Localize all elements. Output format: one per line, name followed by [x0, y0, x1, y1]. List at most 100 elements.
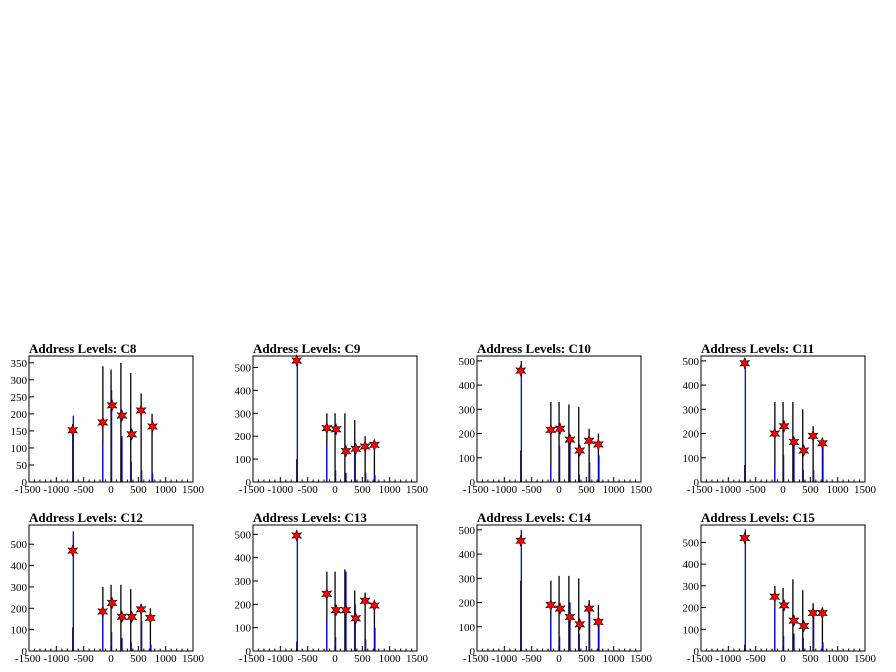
y-tick-label: 200	[11, 409, 28, 421]
bar	[793, 438, 795, 482]
bar	[558, 445, 561, 482]
x-tick-label: 0	[108, 653, 114, 665]
bar	[550, 467, 552, 482]
x-tick-label: -500	[522, 653, 543, 665]
bar	[520, 360, 522, 482]
bar	[782, 635, 785, 651]
y-tick-label: 100	[459, 453, 476, 465]
x-tick-label: 1500	[182, 653, 205, 665]
x-tick-label: -1500	[15, 653, 41, 665]
bar	[141, 621, 143, 651]
y-tick-label: 0	[694, 646, 700, 658]
y-tick-label: 500	[459, 356, 476, 368]
peak-marker	[592, 615, 604, 629]
y-tick-label: 500	[683, 356, 700, 368]
x-tick-label: 0	[332, 484, 338, 496]
x-tick-label: -1000	[491, 653, 517, 665]
chart-panel: Address Levels: C11 0 100 200 300 400 500 -1500…	[683, 341, 877, 496]
chart-title: Address Levels: C11	[701, 341, 814, 356]
bar	[130, 642, 132, 651]
x-tick-label: 500	[578, 653, 595, 665]
y-tick-label: 100	[235, 454, 252, 466]
y-tick-label: 400	[459, 549, 476, 561]
x-tick-label: -500	[298, 484, 319, 496]
chart-panel: Address Levels: C10 0 100 200 300 400 500 -1500…	[459, 341, 653, 496]
bar	[121, 638, 123, 651]
peak-marker	[359, 594, 371, 608]
y-tick-label: 300	[683, 581, 700, 593]
peak-marker	[330, 603, 342, 617]
peak-marker	[816, 606, 828, 620]
x-tick-label: -1500	[687, 484, 713, 496]
bar	[782, 402, 784, 482]
x-tick-label: 0	[780, 653, 786, 665]
peak-marker	[778, 419, 790, 433]
bar	[598, 624, 600, 651]
peak-marker	[592, 438, 604, 451]
y-tick-label: 150	[11, 426, 28, 438]
peak-marker	[350, 612, 362, 625]
y-tick-label: 200	[459, 429, 476, 441]
x-tick-label: 500	[578, 484, 595, 496]
bar	[110, 390, 113, 482]
bar	[121, 436, 123, 482]
bar	[120, 362, 122, 482]
x-tick-label: 500	[130, 484, 147, 496]
peak-marker	[126, 610, 138, 624]
y-tick-label: 300	[235, 408, 252, 420]
bar	[140, 393, 142, 482]
peak-marker	[368, 438, 380, 452]
peak-marker	[574, 618, 586, 631]
y-tick-label: 400	[235, 553, 252, 565]
x-tick-label: -1500	[15, 484, 41, 496]
y-tick-label: 200	[235, 599, 252, 611]
bar	[150, 644, 152, 651]
peak-marker	[545, 598, 557, 612]
y-tick-label: 350	[11, 358, 28, 370]
bar	[334, 637, 337, 651]
bar	[102, 442, 104, 482]
y-tick-label: 500	[11, 539, 28, 551]
peak-marker	[807, 606, 819, 620]
peak-marker	[291, 354, 303, 367]
peak-marker	[583, 602, 595, 615]
peak-marker	[291, 529, 303, 542]
bar	[821, 607, 824, 651]
x-tick-label: 1500	[630, 653, 653, 665]
bar	[550, 617, 552, 651]
peak-marker	[147, 420, 159, 433]
bar	[774, 467, 776, 482]
y-tick-label: 200	[683, 603, 700, 615]
bar	[588, 428, 590, 482]
y-tick-label: 0	[246, 477, 252, 489]
x-tick-label: 500	[354, 653, 371, 665]
y-tick-label: 300	[683, 404, 700, 416]
peak-marker	[67, 544, 79, 557]
x-tick-label: 1000	[827, 653, 850, 665]
bar	[812, 426, 814, 482]
y-tick-label: 200	[459, 598, 476, 610]
x-tick-label: 1500	[630, 484, 653, 496]
bar	[72, 415, 74, 482]
peak-marker	[340, 444, 352, 458]
bar	[141, 470, 143, 482]
peak-marker	[788, 614, 800, 627]
bar	[364, 592, 366, 651]
y-tick-label: 400	[683, 380, 700, 392]
x-tick-label: -1000	[715, 484, 741, 496]
bar	[110, 584, 112, 651]
bar	[365, 639, 367, 651]
chart-title: Address Levels: C8	[29, 341, 137, 356]
x-tick-label: 0	[780, 484, 786, 496]
x-tick-label: 0	[556, 653, 562, 665]
peak-marker	[350, 442, 362, 456]
x-tick-label: -500	[74, 653, 95, 665]
bar	[774, 402, 776, 482]
x-tick-label: -1000	[267, 653, 293, 665]
peak-marker	[330, 423, 342, 436]
x-tick-label: -1500	[463, 484, 489, 496]
bar	[802, 409, 804, 482]
chart-panel: Address Levels: C8 0 50 100 150 200 250 300 350 -…	[11, 341, 205, 496]
y-tick-label: 100	[11, 443, 28, 455]
y-tick-label: 100	[459, 622, 476, 634]
